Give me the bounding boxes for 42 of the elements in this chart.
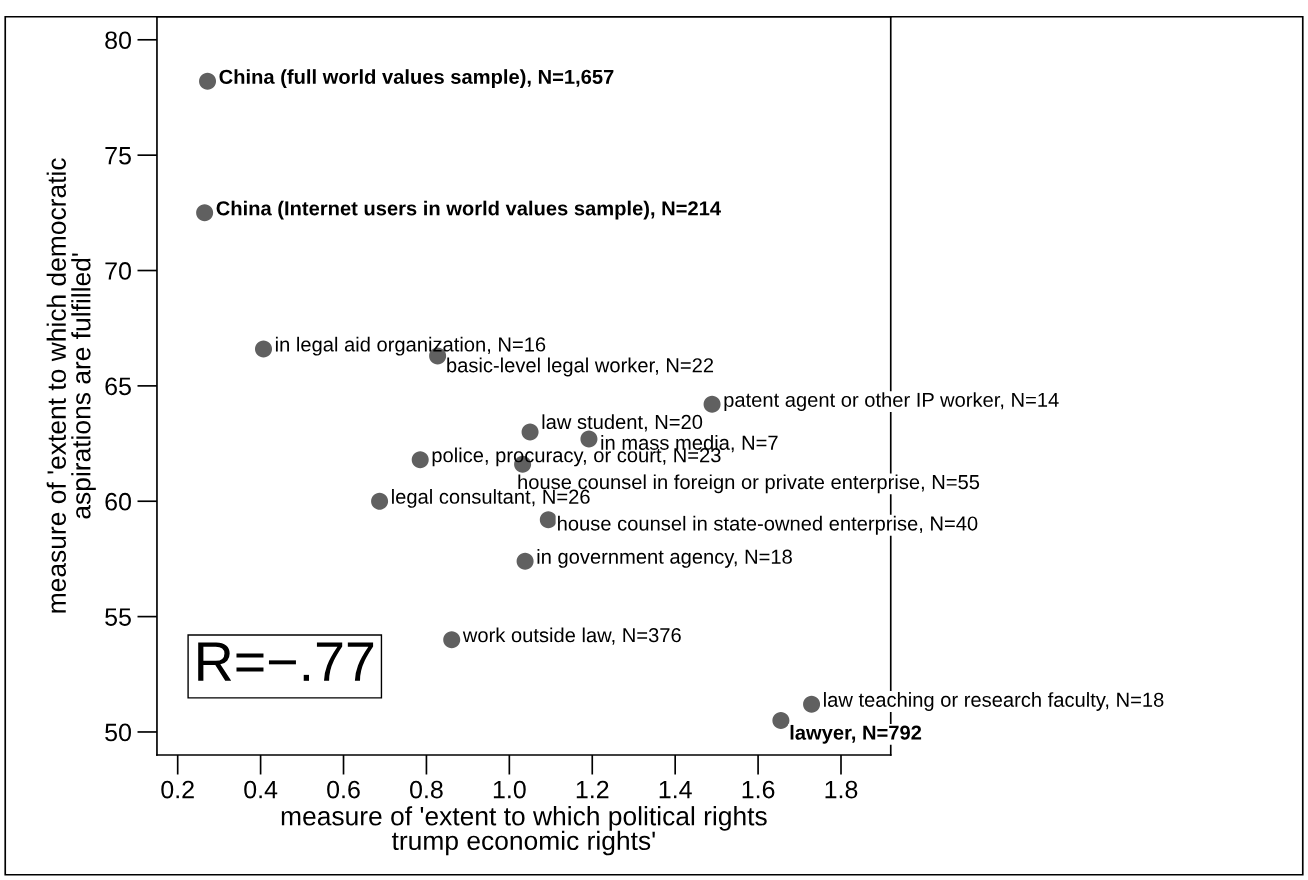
y-tick-label: 60 [105, 492, 131, 511]
y-tick-label: 65 [105, 377, 131, 396]
x-axis-title: measure of 'extent to which political rights trump economic rights' [281, 806, 767, 856]
annotation: work outside law, N=376 [462, 627, 681, 645]
point [255, 340, 273, 358]
point [411, 451, 429, 469]
y-axis-title: measure of 'extent to which democratic aspirations are fulfilled' [46, 158, 96, 613]
x-tick-label: 1.8 [825, 780, 858, 799]
x-tick-label: 0.4 [244, 780, 278, 799]
point [521, 423, 539, 441]
point [196, 204, 214, 222]
point [772, 711, 790, 729]
point [443, 631, 461, 649]
point [539, 511, 557, 529]
x-tick-label: 1.4 [659, 780, 692, 799]
point [703, 395, 721, 413]
annotation: China (Internet users in world values sample), N=214 [216, 200, 721, 220]
y-tick-label: 75 [105, 147, 131, 165]
x-tick-label: 1.0 [493, 780, 526, 799]
y-tick-label: 50 [105, 723, 131, 742]
annotation: basic-level legal worker, N=22 [447, 357, 714, 377]
x-tick-label: 0.2 [161, 780, 194, 799]
x-tick-label: 0.8 [410, 780, 443, 799]
x-tick-label: 1.2 [576, 780, 609, 799]
x-tick-label: 1.6 [742, 780, 775, 799]
point [199, 72, 217, 90]
annotation: law student, N=20 [542, 414, 703, 432]
annotation: China (full world values sample), N=1,657 [219, 69, 614, 88]
y-tick-label: 55 [105, 608, 131, 626]
annotation: R=−.77 [198, 642, 374, 681]
y-tick-label: 70 [105, 262, 131, 280]
annotation: in legal aid organization, N=16 [275, 336, 546, 356]
annotation: law teaching or research faculty, N=18 [824, 692, 1164, 711]
annotation: house counsel in state-owned enterprise, N=40 [558, 515, 978, 535]
annotation: lawyer, N=792 [790, 724, 922, 744]
point [516, 552, 534, 570]
point [371, 492, 389, 510]
x-tick-label: 0.6 [327, 780, 360, 799]
y-tick-label: 80 [105, 31, 131, 50]
annotation: patent agent or other IP worker, N=14 [724, 392, 1059, 411]
point [803, 695, 821, 713]
annotation: in government agency, N=18 [537, 549, 792, 568]
